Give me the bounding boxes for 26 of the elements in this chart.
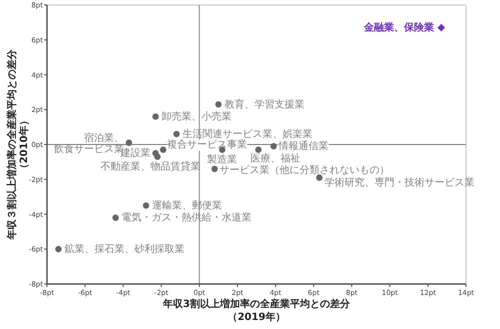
point	[316, 174, 323, 181]
point	[160, 146, 166, 153]
point	[270, 143, 277, 150]
data-label: サービス業（他に分類されないもの）	[220, 164, 390, 176]
data-label: 金融業、保険業	[363, 22, 434, 34]
data-label: 学術研究、専門・技術サービス業	[324, 176, 474, 189]
data-label: 鉱業、採石業、砂利採取業	[64, 243, 184, 256]
point	[142, 202, 150, 209]
point	[152, 113, 159, 120]
point	[255, 146, 262, 153]
y-axis-title: 年収３割以上増加率の全産業平均との差分（2010年）	[6, 48, 30, 240]
point	[215, 101, 222, 108]
point	[211, 166, 218, 172]
point	[437, 24, 446, 32]
point	[55, 246, 62, 252]
data-label: 情報通信業	[278, 140, 329, 152]
data-label: 教育、学習支援業	[224, 98, 304, 110]
data-label: 製造業	[207, 154, 238, 166]
point	[126, 140, 132, 146]
data-label: 医療、福祉	[250, 152, 300, 165]
point	[154, 154, 161, 160]
data-label: 卸売業、小売業	[162, 110, 232, 123]
point	[173, 130, 180, 138]
data-label: 複合サービス事業	[167, 138, 248, 151]
point	[112, 214, 119, 221]
x-axis-title: 年収3割以上増加率の全産業平均との差分（2019年）	[162, 298, 351, 323]
